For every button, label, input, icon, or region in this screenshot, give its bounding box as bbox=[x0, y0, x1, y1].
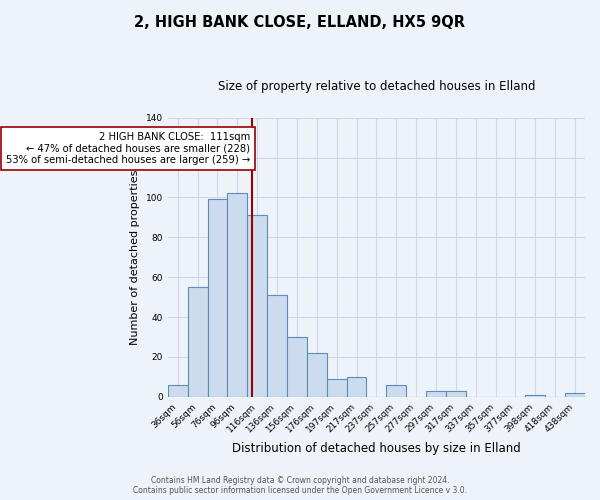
Text: 2 HIGH BANK CLOSE:  111sqm
← 47% of detached houses are smaller (228)
53% of sem: 2 HIGH BANK CLOSE: 111sqm ← 47% of detac… bbox=[5, 132, 250, 165]
Bar bbox=[446, 390, 466, 396]
Bar bbox=[526, 394, 545, 396]
Text: Contains HM Land Registry data © Crown copyright and database right 2024.
Contai: Contains HM Land Registry data © Crown c… bbox=[133, 476, 467, 495]
Bar bbox=[247, 216, 267, 396]
Bar bbox=[208, 200, 227, 396]
Bar bbox=[168, 385, 188, 396]
Bar bbox=[307, 353, 327, 397]
Bar bbox=[347, 377, 367, 396]
Bar bbox=[565, 392, 585, 396]
Bar bbox=[287, 337, 307, 396]
Bar bbox=[386, 385, 406, 396]
X-axis label: Distribution of detached houses by size in Elland: Distribution of detached houses by size … bbox=[232, 442, 521, 455]
Bar bbox=[267, 295, 287, 396]
Text: 2, HIGH BANK CLOSE, ELLAND, HX5 9QR: 2, HIGH BANK CLOSE, ELLAND, HX5 9QR bbox=[134, 15, 466, 30]
Y-axis label: Number of detached properties: Number of detached properties bbox=[130, 170, 140, 345]
Bar bbox=[227, 194, 247, 396]
Bar bbox=[188, 287, 208, 397]
Bar bbox=[327, 379, 347, 396]
Title: Size of property relative to detached houses in Elland: Size of property relative to detached ho… bbox=[218, 80, 535, 93]
Bar bbox=[426, 390, 446, 396]
